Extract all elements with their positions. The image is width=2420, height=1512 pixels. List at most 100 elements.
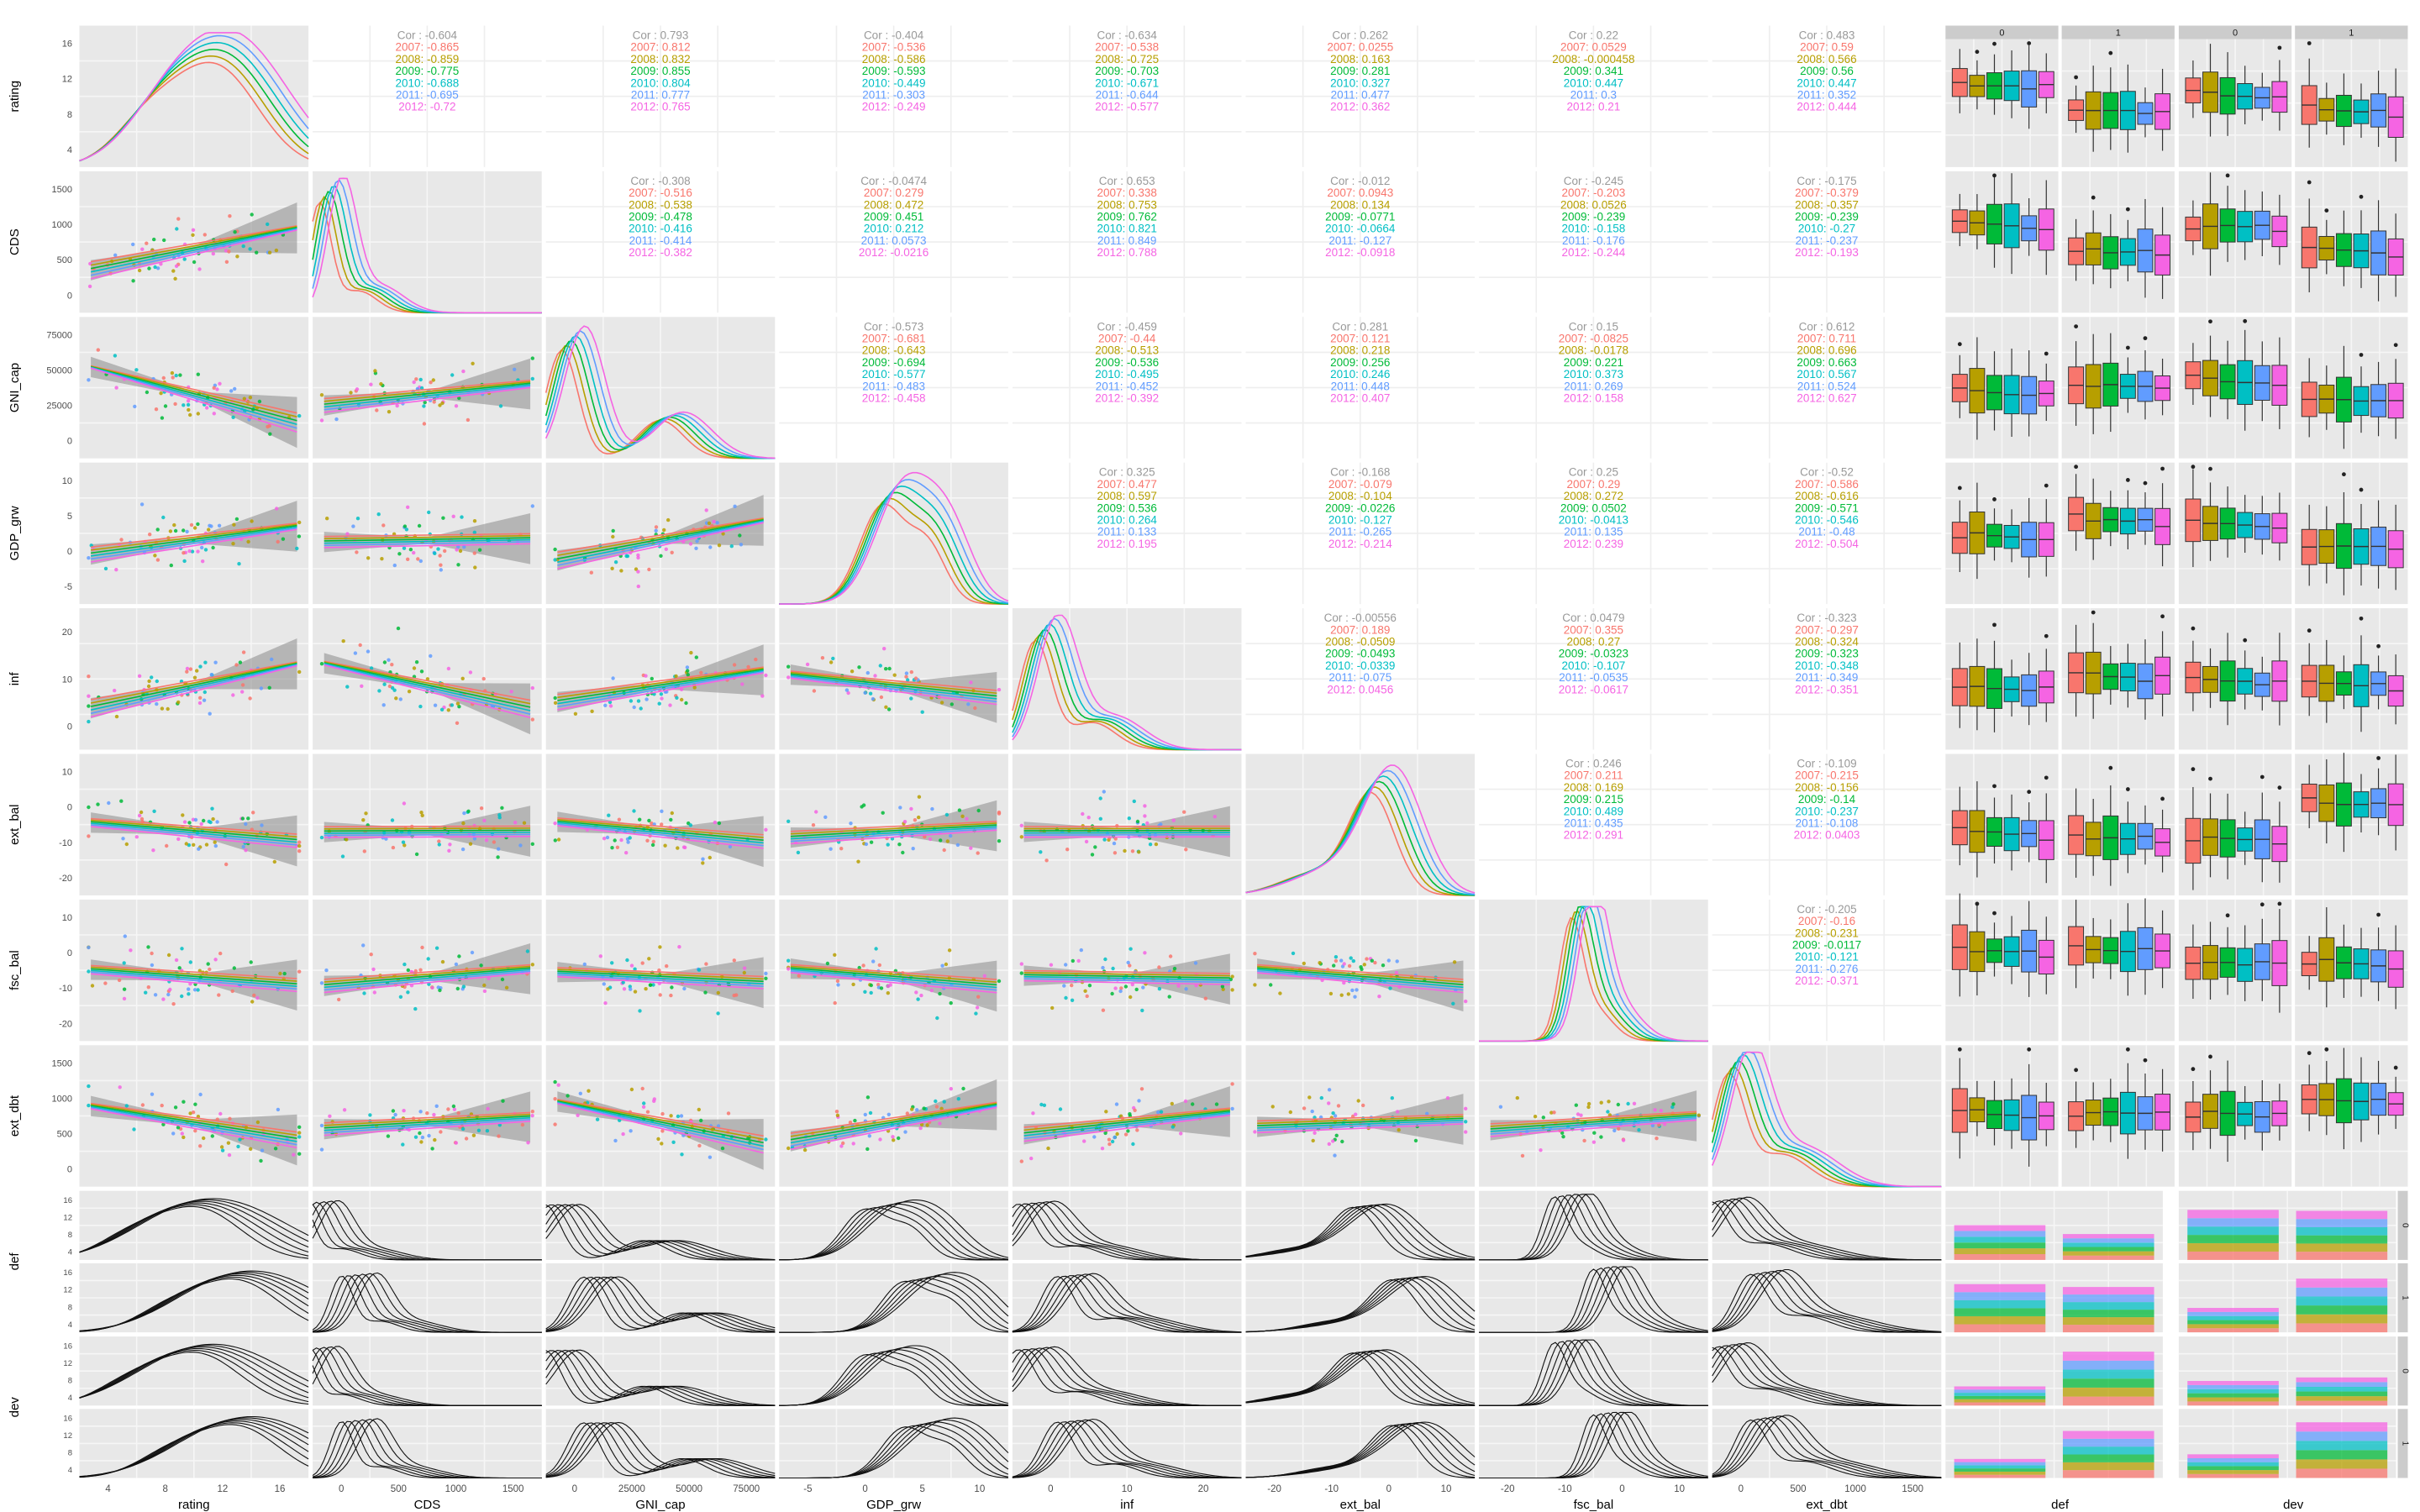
scatter-point — [406, 505, 410, 509]
density-curve-2010 — [544, 334, 776, 459]
cor-label-2007: 2007: -0.586 — [1795, 478, 1859, 491]
scatter-point — [202, 818, 206, 823]
panel-dev-fsc_bal — [1479, 1336, 1708, 1479]
scatter-point — [836, 983, 840, 987]
scatter-point — [669, 1114, 673, 1118]
density-line — [79, 1343, 309, 1399]
density-line — [1712, 1415, 1942, 1478]
scatter-point — [1313, 1131, 1317, 1136]
scatter-point — [319, 1123, 324, 1128]
scatter-point — [175, 227, 179, 231]
outlier-point — [1957, 342, 1962, 347]
x-axis-label-GNI_cap: GNI_cap — [635, 1498, 685, 1512]
scatter-point — [96, 802, 100, 806]
scatter-point — [113, 253, 118, 257]
scatter-point — [997, 979, 1002, 984]
scatter-point — [1168, 954, 1173, 958]
scatter-point — [497, 816, 502, 820]
scatter-point — [1071, 958, 1076, 963]
y-tick-label: 8 — [68, 1449, 72, 1458]
scatter-point — [1044, 858, 1049, 863]
scatter-point — [199, 822, 203, 827]
scatter-point — [688, 542, 693, 546]
panel-ext_dbt-CDS — [313, 1045, 542, 1187]
scatter-point — [1079, 948, 1084, 953]
regression-line-2010 — [557, 669, 764, 705]
x-tick-label: -10 — [1558, 1484, 1572, 1494]
cor-label-2008: 2008: 0.272 — [1564, 490, 1623, 502]
scatter-point — [208, 820, 213, 825]
regression-line-2010 — [790, 1105, 997, 1144]
scatter-point — [1637, 1128, 1641, 1132]
scatter-point — [1113, 837, 1118, 841]
scatter-point — [220, 1148, 225, 1152]
regression-line-2011 — [91, 971, 297, 990]
cor-label-2011: 2011: -0.483 — [862, 380, 925, 392]
scatter-point — [1114, 1102, 1119, 1106]
scatter-point — [427, 510, 431, 515]
regression-line-2007 — [1023, 969, 1230, 974]
scatter-point — [1058, 1107, 1063, 1111]
scatter-point — [1083, 989, 1087, 994]
panel-ext_bal-rating — [79, 753, 309, 895]
density-line — [1245, 1276, 1476, 1332]
scatter-point — [380, 557, 384, 561]
density-line — [1245, 1204, 1476, 1260]
x-tick-label: 12 — [217, 1484, 228, 1494]
panel-ext_dbt-GNI_cap — [545, 1045, 776, 1187]
cor-label-2008: 2008: 0.472 — [864, 198, 923, 211]
scatter-point — [191, 1110, 196, 1115]
scatter-point — [482, 818, 487, 822]
cor-overall-label: Cor : 0.22 — [1569, 29, 1618, 42]
regression-line-2010 — [557, 822, 764, 844]
scatter-point — [213, 660, 218, 664]
scatter-point — [530, 1114, 534, 1118]
cor-label-2009: 2009: -0.703 — [1095, 65, 1159, 77]
scatter-point — [628, 984, 632, 989]
scatter-point — [513, 821, 518, 825]
scatter-point — [276, 539, 280, 544]
scatter-point — [202, 1136, 206, 1141]
scatter-point — [228, 214, 232, 218]
scatter-point — [319, 835, 324, 840]
scatter-point — [1655, 1137, 1659, 1141]
regression-line-2008 — [90, 226, 297, 266]
scatter-point — [1101, 965, 1105, 970]
cor-label-2011: 2011: -0.414 — [629, 234, 692, 247]
scatter-point — [1349, 956, 1353, 960]
scatter-point — [831, 656, 835, 661]
stacked-bar-2010 — [2296, 1386, 2388, 1392]
stacked-bar-2007 — [2187, 1473, 2279, 1478]
scatter-point — [345, 837, 349, 842]
scatter-point — [647, 957, 651, 961]
scatter-point — [176, 700, 181, 705]
scatter-point — [137, 674, 142, 678]
y-tick-label: 16 — [62, 39, 72, 50]
scatter-point — [566, 1094, 570, 1098]
stacked-bar-2009 — [2296, 1235, 2388, 1244]
density-curve-2012 — [79, 32, 309, 162]
scatter-point — [997, 687, 1002, 692]
scatter-point — [429, 381, 433, 385]
scatter-point — [632, 705, 636, 710]
scatter-point — [1334, 1133, 1339, 1138]
x-axis-label-dev: dev — [2283, 1498, 2304, 1512]
y-tick-label: -20 — [59, 1019, 72, 1029]
scatter-point — [1118, 989, 1123, 994]
scatter-point — [1599, 1135, 1603, 1139]
panel-GDP_grw-rating — [79, 462, 309, 605]
scatter-point — [276, 1107, 281, 1112]
scatter-point — [386, 1134, 391, 1138]
regression-line-2012 — [557, 672, 764, 711]
regression-line-2011 — [90, 664, 297, 715]
scatter-point — [418, 704, 423, 709]
y-axis-label-fsc_bal: fsc_bal — [8, 950, 22, 990]
cor-label-2011: 2011: 0.3 — [1570, 89, 1617, 102]
scatter-point — [1110, 1139, 1115, 1144]
scatter-point — [1353, 995, 1357, 999]
cor-label-2009: 2009: 0.221 — [1564, 356, 1623, 369]
panel-ext_dbt-inf — [1012, 1045, 1242, 1187]
scatter-point — [390, 663, 394, 667]
